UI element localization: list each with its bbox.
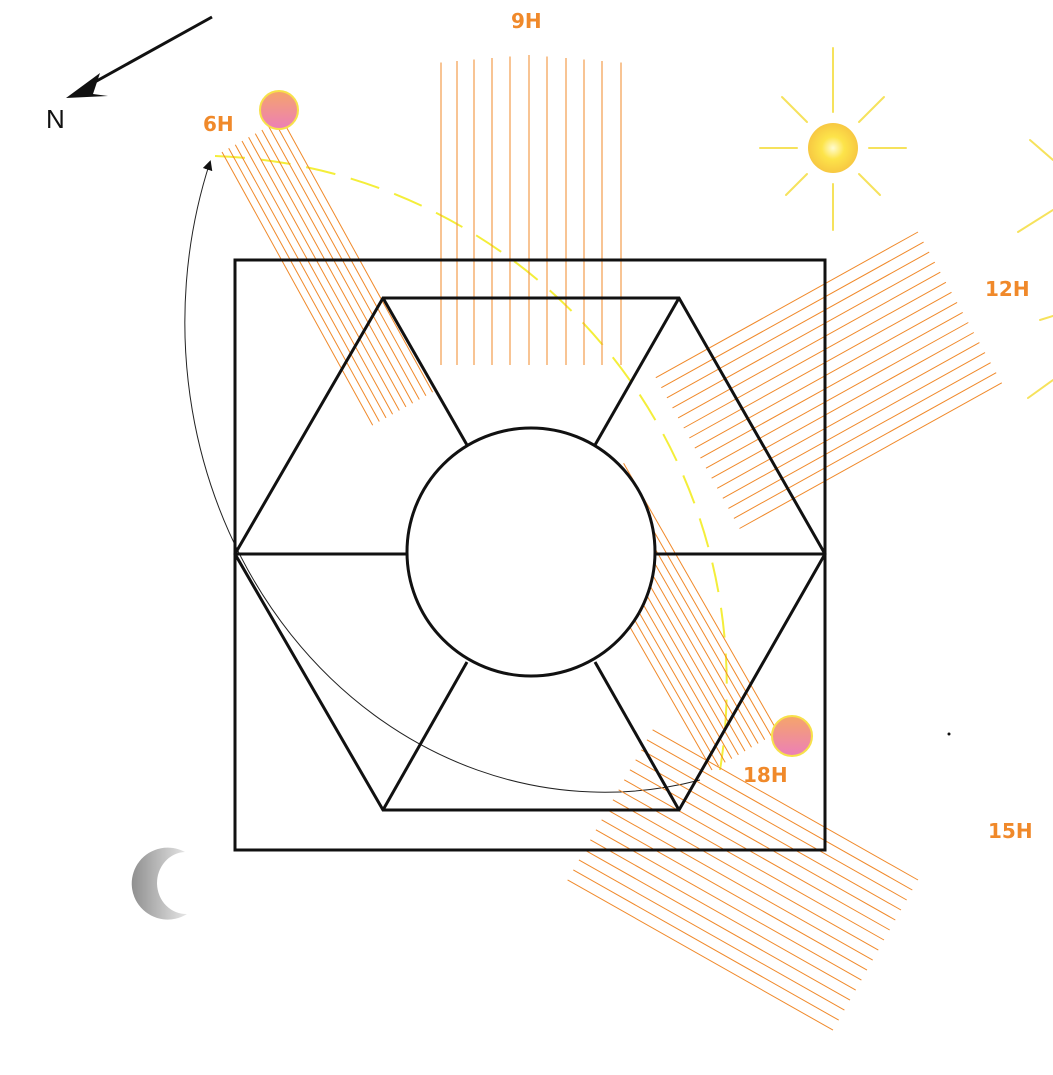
sun-ray-line [601, 819, 868, 971]
sun-ray-line [612, 799, 879, 951]
sun-ray-line [584, 849, 851, 1001]
building-plan [233, 258, 827, 852]
spoke-upper-left [381, 297, 469, 446]
sun-ray-line [728, 362, 991, 509]
sun-ray-line [578, 859, 845, 1011]
sun-ray-line [281, 118, 434, 393]
sun-ray-line [248, 137, 400, 411]
sun-ray-line [739, 382, 1003, 529]
sun-ray-line [629, 769, 896, 921]
sun-ray-line [268, 126, 420, 400]
sun-ray-line [623, 779, 890, 931]
sun-ray-line [221, 151, 374, 426]
hour-label-6h: 6H [203, 112, 234, 136]
sun-ray-line [635, 759, 902, 911]
north-arrow-icon [66, 15, 213, 98]
sun-ray-line [677, 271, 941, 419]
sun-ray-line [567, 879, 834, 1031]
moon-icon [131, 847, 187, 920]
hour-label-15h: 15H [988, 819, 1033, 843]
setting-sun-icon [771, 715, 813, 757]
sun-rays-15h [567, 729, 919, 1031]
sun-ray-line [595, 829, 862, 981]
sun-ray-line [700, 311, 963, 459]
hour-label-18h: 18H [743, 763, 788, 787]
sun-ray-line [234, 144, 387, 419]
sun-ray-line [646, 739, 913, 891]
sun-ray-line [228, 148, 380, 422]
spoke-lower-right [593, 661, 681, 811]
sun-ray-line [666, 251, 930, 399]
sun-rays-9h [440, 55, 622, 365]
spoke-lower-left [381, 661, 469, 811]
sun-ray-line [689, 291, 952, 439]
sun-ray-line [241, 140, 394, 415]
spoke-upper-right [593, 297, 681, 446]
sun-ray-line [261, 129, 414, 404]
sun-ray-line [722, 352, 986, 499]
sun-path-arc [214, 155, 728, 771]
rising-sun-icon [259, 90, 299, 130]
sun-ray-line [640, 749, 907, 901]
stray-dot [947, 732, 951, 736]
sun-ray-line [652, 729, 919, 881]
sun-rays-6h [221, 118, 434, 426]
sun-ray-line [705, 322, 969, 469]
hour-label-12h: 12H [985, 277, 1030, 301]
sun-rays-12h [655, 231, 1003, 529]
sun-ray-line [573, 869, 839, 1021]
sun-ray-line [655, 231, 919, 379]
sun-ray-line [683, 281, 947, 429]
sun-ray-line [711, 332, 975, 479]
sun-ray-line [254, 133, 407, 408]
sun-ray-line [733, 372, 997, 519]
sun-ray-line [623, 463, 779, 733]
sun-ray-line [661, 241, 924, 389]
central-circle [405, 426, 657, 678]
sun-rays-edge [1017, 139, 1053, 399]
sun-ray-line [607, 809, 873, 961]
sun-ray-line [590, 839, 856, 991]
hour-label-9h: 9H [511, 9, 542, 33]
sun-icon [759, 47, 907, 231]
north-label: N [46, 104, 65, 134]
sun-ray-line [618, 789, 885, 941]
night-path-arc [184, 160, 701, 793]
sun-ray-line [716, 342, 980, 489]
sun-ray-line [672, 261, 936, 409]
